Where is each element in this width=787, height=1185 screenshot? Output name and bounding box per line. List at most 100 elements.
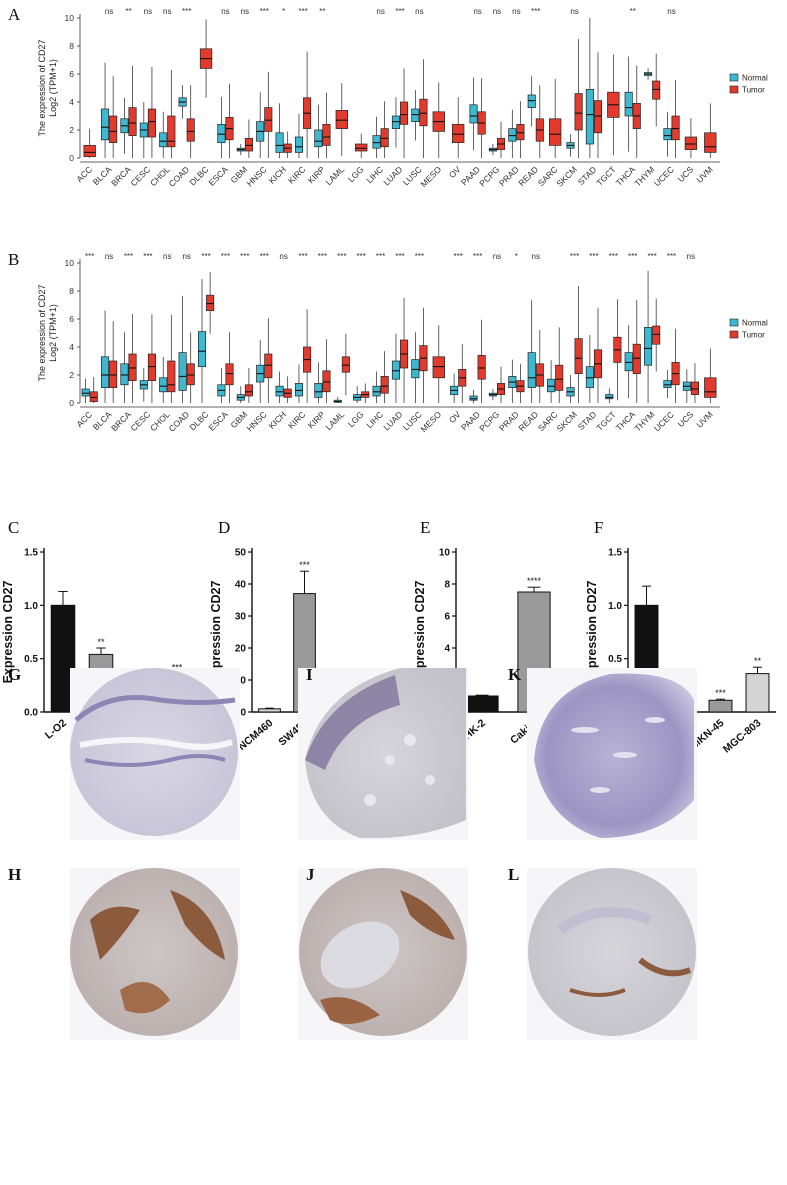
significance-label: ***: [473, 252, 482, 261]
y-tick-label: 8: [444, 580, 450, 591]
significance-label: ***: [715, 688, 726, 698]
x-category-label: CESC: [129, 164, 153, 188]
box-tumor: [264, 107, 273, 132]
y-tick-label: 50: [235, 548, 247, 559]
significance-label: ***: [299, 560, 310, 570]
y-tick-label: 8: [69, 41, 74, 51]
significance-label: ***: [667, 252, 676, 261]
significance-label: ***: [85, 252, 94, 261]
significance-label: ***: [531, 7, 540, 16]
legend-swatch-normal: [729, 318, 739, 327]
box-tumor: [452, 124, 465, 143]
significance-label: **: [754, 656, 762, 666]
y-tick-label: 8: [69, 286, 74, 296]
x-category-label: THYM: [632, 409, 656, 433]
x-category-label: PRAD: [497, 409, 521, 433]
panel-label-e: E: [420, 518, 430, 537]
box-normal: [508, 128, 517, 142]
box-tumor: [264, 353, 273, 379]
x-category-label: L-O2: [43, 717, 69, 742]
bar: [745, 673, 770, 713]
box-normal: [391, 360, 400, 380]
panel-label-l: L: [508, 865, 519, 884]
x-category-label: SKCM: [555, 164, 579, 188]
panel-label-c: C: [8, 518, 19, 537]
legend-label-normal: Normal: [742, 319, 768, 328]
significance-label: ***: [337, 252, 346, 261]
significance-label: ***: [628, 252, 637, 261]
box-tumor: [128, 107, 137, 136]
box-normal: [159, 132, 168, 148]
y-tick-label: 1.5: [24, 548, 38, 559]
box-normal: [372, 385, 381, 397]
legend-swatch-tumor: [729, 85, 739, 94]
box-normal: [547, 378, 556, 393]
significance-label: ns: [493, 252, 501, 261]
y-tick-label: 4: [69, 97, 74, 107]
boxplot-a: 0 2 4 6 8 10 The expression of CD27 Log2 (TPM+1…: [37, 7, 768, 189]
box-normal: [411, 359, 420, 379]
box-normal: [469, 104, 478, 124]
y-tick-label: 6: [444, 612, 450, 623]
x-category-label: KIRC: [286, 164, 307, 185]
significance-label: ns: [105, 252, 113, 261]
significance-label: ***: [454, 252, 463, 261]
x-category-label: CESC: [129, 409, 153, 433]
significance-label: ***: [647, 252, 656, 261]
significance-label: **: [630, 7, 636, 16]
significance-label: ***: [609, 252, 618, 261]
box-normal: [197, 331, 207, 367]
box-tumor: [186, 363, 195, 386]
significance-label: ***: [589, 252, 598, 261]
panel-label-f: F: [594, 518, 603, 537]
x-category-label: THYM: [632, 164, 656, 188]
box-tumor: [322, 124, 331, 146]
box-tumor: [652, 80, 661, 100]
y-tick-label: 1.0: [24, 601, 38, 612]
x-category-label: PCPG: [477, 409, 501, 433]
box-tumor: [574, 338, 583, 374]
x-category-label: DLBC: [187, 409, 210, 432]
box-normal: [314, 129, 323, 148]
box-tumor: [632, 343, 641, 374]
box-normal: [624, 91, 633, 117]
y-tick-label: 6: [69, 69, 74, 79]
y-tick-label: 2: [69, 370, 74, 380]
box-tumor: [147, 108, 156, 138]
y-axis-label: Expression CD27: [413, 581, 427, 684]
box-tumor: [593, 100, 603, 134]
box-tumor: [432, 356, 445, 379]
x-category-label: THCA: [614, 409, 638, 433]
significance-label: ***: [124, 252, 133, 261]
significance-label: ***: [143, 252, 152, 261]
y-tick-label: 10: [65, 258, 75, 268]
significance-label: ****: [527, 576, 542, 586]
x-category-label: BRCA: [109, 164, 133, 188]
significance-label: ns: [493, 7, 501, 16]
significance-label: ns: [532, 252, 540, 261]
significance-label: **: [125, 7, 131, 16]
y-tick-label: 10: [65, 13, 75, 23]
box-normal: [275, 132, 284, 153]
significance-label: ***: [172, 663, 183, 673]
box-normal: [527, 352, 536, 388]
y-tick-label: 0.5: [24, 654, 38, 665]
box-tumor: [684, 136, 698, 150]
y-axis-label-unit: Log2 (TPM+1): [48, 304, 58, 362]
box-normal: [101, 108, 110, 141]
significance-label: ***: [201, 252, 210, 261]
y-axis-label: Expression CD27: [209, 581, 223, 684]
y-tick-label: 30: [235, 612, 247, 623]
x-category-label: UCS: [676, 409, 696, 429]
significance-label: ***: [395, 252, 404, 261]
box-normal: [411, 108, 420, 122]
box-normal: [585, 366, 594, 388]
significance-label: *: [282, 7, 285, 16]
significance-label: ns: [512, 7, 520, 16]
significance-label: ns: [667, 7, 675, 16]
significance-label: ***: [240, 252, 249, 261]
x-category-label: THCA: [614, 164, 638, 188]
panel-label-d: D: [218, 518, 230, 537]
box-tumor: [555, 364, 564, 391]
significance-label: *: [515, 252, 518, 261]
